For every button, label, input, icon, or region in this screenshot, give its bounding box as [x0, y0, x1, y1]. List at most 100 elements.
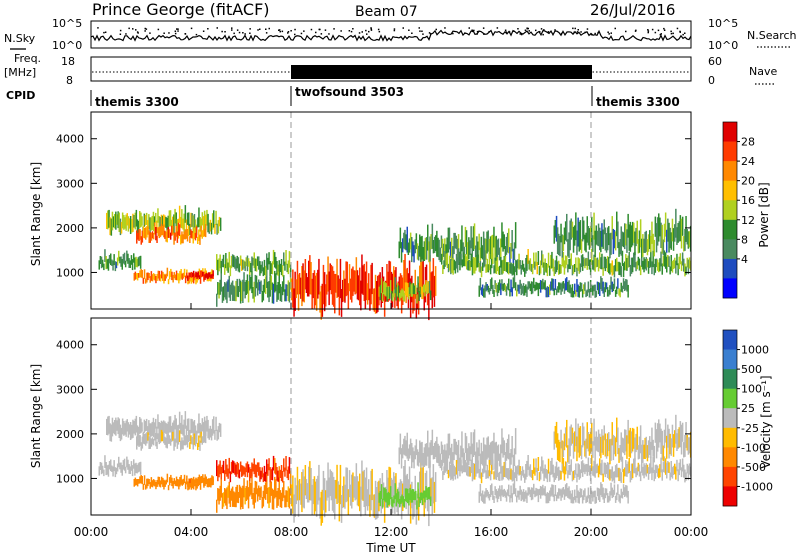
power-cell-r3	[154, 274, 156, 281]
power-cell-r9	[484, 238, 486, 262]
velocity-cell-r6	[263, 465, 266, 482]
velocity-cell-r5	[264, 482, 267, 500]
power-cell-r10	[642, 260, 644, 270]
velocity-cell-r1	[136, 436, 138, 450]
velocity-cell-r9	[446, 443, 448, 466]
power-cell-r11	[570, 287, 572, 298]
velocity-cell-r10	[641, 463, 643, 473]
power-cell-r11	[528, 281, 530, 289]
nsearch-dot	[634, 30, 637, 32]
power-cell-r6	[259, 261, 261, 276]
power-cell-r8	[385, 283, 387, 297]
power-cell-r7	[359, 267, 361, 306]
power-cell-r11	[534, 284, 536, 292]
velocity-cell-r0	[112, 422, 115, 434]
velocity-cell-r7	[430, 478, 432, 502]
power-cell-r9	[465, 230, 468, 255]
nsearch-dot	[504, 29, 507, 31]
power-cell-r10	[513, 266, 516, 276]
velocity-cell-r4	[202, 477, 204, 483]
velocity-cell-r7	[380, 486, 382, 514]
power-cell-r12	[586, 216, 588, 243]
velocity-cell-r1	[171, 431, 173, 442]
power-cell-r5	[218, 282, 220, 299]
velocity-cell-r10	[687, 465, 690, 481]
velocity-cell-r5	[289, 475, 292, 496]
power-cell-r5	[271, 282, 274, 304]
velocity-cell-r5	[237, 492, 240, 504]
velocity-cell-r4	[210, 480, 212, 485]
velocity-cell-r10	[599, 458, 601, 475]
velocity-cell-r10	[533, 458, 535, 474]
power-cell-r7	[304, 259, 307, 290]
power-cell-r3	[171, 271, 173, 281]
velocity-cell-r10	[594, 462, 596, 478]
power-cell-r10	[621, 250, 624, 266]
power-cell-r0	[152, 211, 155, 232]
velocity-cell-r11	[604, 488, 607, 499]
power-cell-r7	[404, 254, 406, 291]
power-cell-r9	[407, 242, 410, 255]
velocity-cell-r11	[561, 488, 563, 498]
nsearch-dot	[657, 29, 660, 32]
nsearch-dot	[672, 32, 674, 35]
power-cell-r2	[101, 259, 104, 268]
velocity-cell-r12	[605, 439, 608, 459]
velocity-cell-r8	[380, 484, 383, 500]
power-cell-r12	[679, 215, 682, 242]
power-cell-r6	[227, 262, 229, 273]
power-cell-r10	[655, 258, 658, 268]
power-cell-r9	[481, 245, 484, 260]
power-cell-r1	[173, 232, 175, 245]
velocity-cell-r7	[425, 470, 428, 498]
velocity-cell-r11	[502, 489, 504, 498]
power-cell-r7	[353, 270, 355, 292]
velocity-cell-r0	[134, 418, 136, 436]
velocity-cell-r3	[179, 476, 181, 487]
power-cell-r0	[110, 218, 113, 236]
nsearch-dot	[370, 27, 372, 29]
velocity-cell-r11	[588, 494, 591, 504]
power-cell-r10	[504, 256, 507, 272]
nsearch-dot	[543, 29, 545, 31]
velocity-cell-r10	[480, 472, 483, 484]
power-cell-r10	[468, 260, 470, 271]
power-cell-r10	[666, 256, 668, 273]
velocity-cell-r0	[125, 420, 127, 437]
power-cell-r12	[643, 238, 645, 253]
velocity-cell-r3	[147, 478, 149, 487]
velocity-cell-r10	[663, 456, 666, 473]
power-cell-r7	[372, 288, 375, 311]
power-cell-r11	[576, 279, 578, 292]
nsearch-dot	[483, 33, 485, 35]
velocity-cell-r0	[190, 418, 192, 434]
velocity-cell-r9	[514, 428, 517, 455]
velocity-cell-r7	[310, 468, 312, 501]
power-colorbar-swatch-3	[723, 180, 737, 201]
power-cell-r2	[110, 253, 112, 266]
power-cell-r12	[655, 223, 658, 253]
velocity-cell-r8	[418, 496, 420, 507]
velocity-cell-r10	[544, 464, 546, 478]
power-cell-r2	[137, 257, 140, 267]
nsearch-dot	[233, 32, 235, 35]
velocity-cell-r0	[207, 419, 209, 439]
velocity-cell-r6	[220, 466, 222, 480]
velocity-cell-r8	[424, 490, 426, 503]
power-cell-r3	[196, 275, 198, 283]
velocity-cell-r0	[162, 420, 165, 434]
power-cell-r6	[247, 258, 250, 267]
velocity-cell-r9	[425, 443, 428, 466]
velocity-cell-r0	[215, 416, 217, 431]
power-cell-r10	[588, 259, 591, 270]
velocity-cell-r10	[506, 468, 509, 480]
power-cell-r10	[499, 265, 501, 275]
power-cell-r10	[585, 257, 587, 266]
power-cell-r4	[196, 272, 198, 279]
velocity-cell-r11	[626, 485, 628, 498]
power-cell-r2	[126, 250, 128, 262]
power-cell-r11	[500, 283, 502, 296]
power-cell-r12	[667, 218, 669, 242]
velocity-cell-r11	[479, 483, 482, 497]
